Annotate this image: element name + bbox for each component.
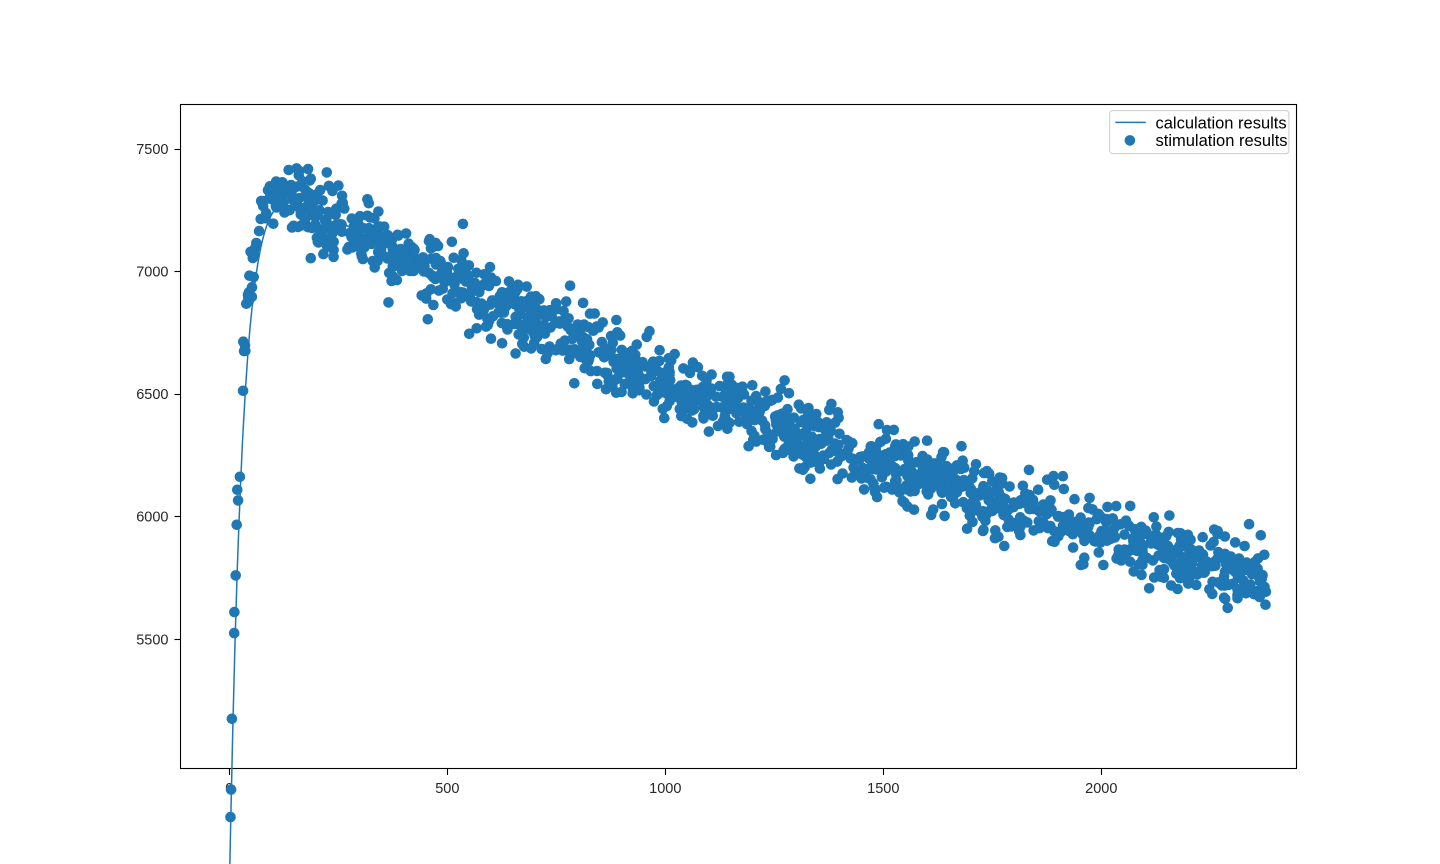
svg-text:1500: 1500: [867, 781, 899, 797]
svg-text:6500: 6500: [136, 387, 168, 403]
svg-text:5500: 5500: [136, 632, 168, 648]
svg-text:7500: 7500: [136, 142, 168, 158]
svg-text:7000: 7000: [136, 265, 168, 281]
svg-text:calculation results: calculation results: [1156, 115, 1287, 133]
svg-text:2000: 2000: [1085, 781, 1117, 797]
svg-text:500: 500: [435, 781, 459, 797]
svg-text:stimulation results: stimulation results: [1156, 132, 1288, 150]
svg-text:6000: 6000: [136, 510, 168, 526]
svg-text:1000: 1000: [649, 781, 681, 797]
